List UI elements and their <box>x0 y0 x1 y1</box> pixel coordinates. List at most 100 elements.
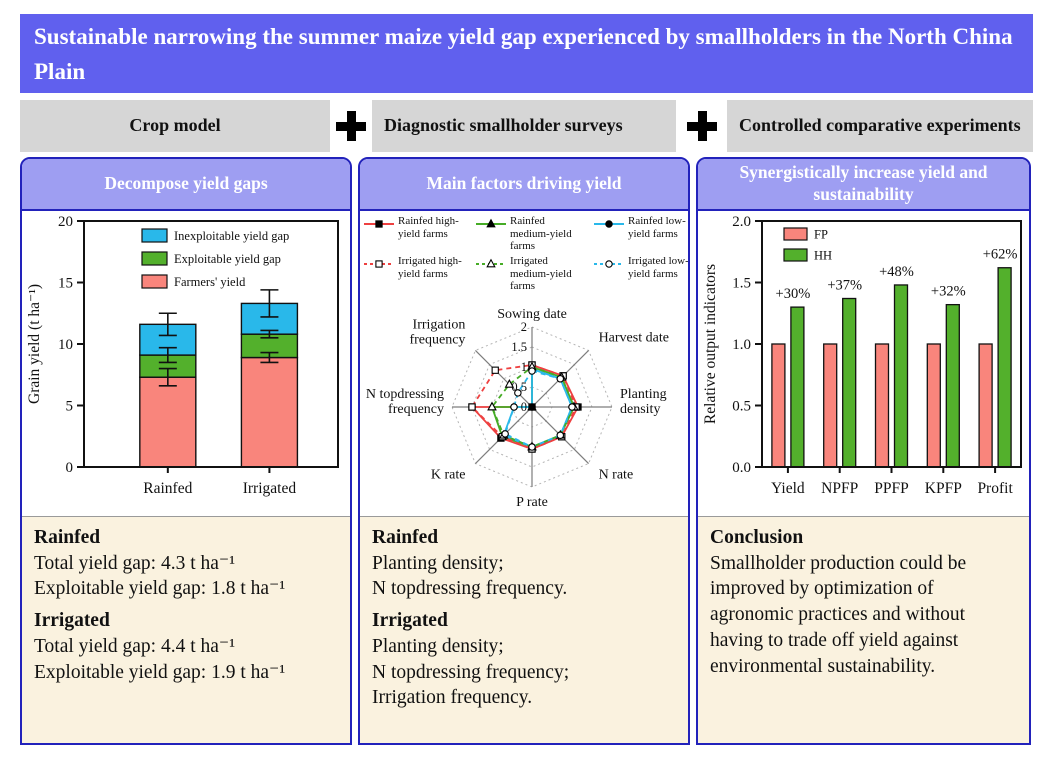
marker-circle <box>568 403 576 411</box>
radar-legend-item: Irrigated high-yield farms <box>364 255 476 293</box>
marker-circle <box>528 443 536 451</box>
note-line: Irrigation frequency. <box>372 687 533 709</box>
legend-line-swatch <box>594 260 624 268</box>
radar-tick-label: 0.5 <box>511 380 527 394</box>
radar-tick-label: 2 <box>521 320 527 334</box>
radar-grid-ring <box>471 346 593 468</box>
marker-circle <box>510 403 518 411</box>
y-axis-label: Relative output indicators <box>702 264 719 424</box>
bar <box>790 306 805 468</box>
marker-triangle <box>504 378 515 388</box>
y-tick-label: 5 <box>66 399 74 415</box>
note-line: Exploitable yield gap: 1.9 t ha⁻¹ <box>34 661 286 683</box>
plus-icon <box>333 108 369 144</box>
legend-label: Rainfed high-yield farms <box>398 215 459 240</box>
legend-label: Exploitable yield gap <box>174 252 281 266</box>
radar-tick-label: 1.5 <box>511 340 527 354</box>
marker-circle <box>501 429 509 438</box>
y-tick-label: 20 <box>58 214 73 230</box>
radar-legend-item: Rainfed low-yield farms <box>594 215 688 253</box>
legend-label: FP <box>814 228 828 242</box>
method-box-experiments: Controlled comparative experiments <box>727 100 1033 152</box>
figure-title: Sustainable narrowing the summer maize y… <box>20 14 1033 93</box>
radar-axis-label: Planting <box>620 387 667 402</box>
legend-label: Inexploitable yield gap <box>174 229 289 243</box>
bar <box>893 284 909 468</box>
legend-swatch <box>141 228 168 243</box>
legend-swatch <box>783 248 808 262</box>
note-line: Total yield gap: 4.3 t ha⁻¹ <box>34 552 236 574</box>
x-category-label: Rainfed <box>143 480 192 497</box>
stacked-bar-svg: 0 5 10 15 20 Grain yield (t ha⁻¹) Rainfed Irrig… <box>26 214 339 497</box>
legend-label: Irrigated high-yield farms <box>398 254 462 280</box>
note-line: N topdressing frequency. <box>372 578 568 600</box>
marker-circle <box>605 260 613 268</box>
legend-label: Irrigated low-yield farms <box>628 254 689 280</box>
note-heading: Irrigated <box>372 610 448 632</box>
bar <box>874 343 890 468</box>
legend-line-swatch <box>364 260 394 268</box>
x-category-label: KPFP <box>925 480 962 497</box>
radar-legend: Rainfed high-yield farms Rainfed medium-y… <box>360 211 688 295</box>
radar-axis-label: Irrigation <box>413 317 466 332</box>
marker-triangle <box>486 258 496 268</box>
legend-swatch <box>141 274 168 289</box>
radar-grid-ring <box>451 326 613 488</box>
bar <box>978 343 993 468</box>
x-category-label: NPFP <box>821 480 858 497</box>
bar <box>945 303 960 468</box>
bar-percent-label: +30% <box>776 286 811 302</box>
panel-decompose-yield-gaps: Decompose yield gaps 0 5 10 15 20 Grain yield… <box>20 157 352 745</box>
panel-notes: Conclusion Smallholder production could b… <box>698 516 1029 743</box>
grouped-bar-chart: 0.0 0.5 1.0 1.5 2.0 Relative output indicator… <box>698 211 1029 516</box>
bar-percent-label: +37% <box>827 277 862 293</box>
bar-percent-label: +48% <box>879 264 914 280</box>
stacked-bar-chart: 0 5 10 15 20 Grain yield (t ha⁻¹) Rainfed Irrig… <box>22 211 350 516</box>
y-tick-label: 0.5 <box>732 399 751 415</box>
panel-increase-yield-sustainability: Synergistically increase yield and susta… <box>696 157 1031 745</box>
panel-notes: Rainfed Planting density; N topdressing fr… <box>360 516 688 743</box>
legend-label: Irrigated medium-yield farms <box>510 254 572 293</box>
note-line: Smallholder production could be improved… <box>710 552 967 677</box>
method-box-crop-model: Crop model <box>20 100 330 152</box>
legend-label: HH <box>814 249 832 263</box>
legend-swatch <box>783 227 808 241</box>
radar-legend-item: Irrigated low-yield farms <box>594 254 689 293</box>
bar <box>997 267 1012 468</box>
y-tick-label: 15 <box>58 276 73 292</box>
marker-square <box>491 366 499 374</box>
legend-line-swatch <box>364 220 394 228</box>
y-tick-label: 0.0 <box>732 460 751 476</box>
x-category-label: Yield <box>771 480 805 497</box>
panel-header: Decompose yield gaps <box>22 159 350 211</box>
methods-row: Crop model Diagnostic smallholder survey… <box>20 100 1033 152</box>
bar <box>842 297 857 468</box>
radar-axis-label: density <box>620 402 660 417</box>
x-category-label: Profit <box>977 480 1013 497</box>
radar-tick-label: 0 <box>521 400 527 414</box>
note-line: Exploitable yield gap: 1.8 t ha⁻¹ <box>34 578 286 600</box>
y-tick-label: 0 <box>66 460 74 476</box>
bar-percent-label: +62% <box>983 247 1018 263</box>
marker-circle <box>605 220 613 228</box>
bar-percent-label: +32% <box>931 284 966 300</box>
radar-chart: Rainfed high-yield farms Rainfed medium-y… <box>360 211 688 516</box>
radar-axis-label: N topdressing <box>366 387 444 402</box>
panel-header: Main factors driving yield <box>360 159 688 211</box>
legend-line-swatch <box>476 218 506 228</box>
panel-notes: Rainfed Total yield gap: 4.3 t ha⁻¹ Exploi… <box>22 516 350 743</box>
marker-triangle <box>487 401 497 411</box>
y-tick-label: 10 <box>58 337 73 353</box>
method-label: Diagnostic smallholder surveys <box>384 115 623 136</box>
panel-main-factors: Main factors driving yield Rainfed high-… <box>358 157 690 745</box>
marker-circle <box>514 388 522 397</box>
plot-frame <box>83 220 339 468</box>
x-category-label: Irrigated <box>243 480 297 497</box>
panels-row: Decompose yield gaps 0 5 10 15 20 Grain yield… <box>20 157 1033 745</box>
bar-segment <box>139 376 197 468</box>
y-tick-label: 1.5 <box>732 276 751 292</box>
marker-circle <box>556 431 565 439</box>
radar-legend-item: Rainfed high-yield farms <box>364 215 476 253</box>
marker-square <box>375 220 383 228</box>
